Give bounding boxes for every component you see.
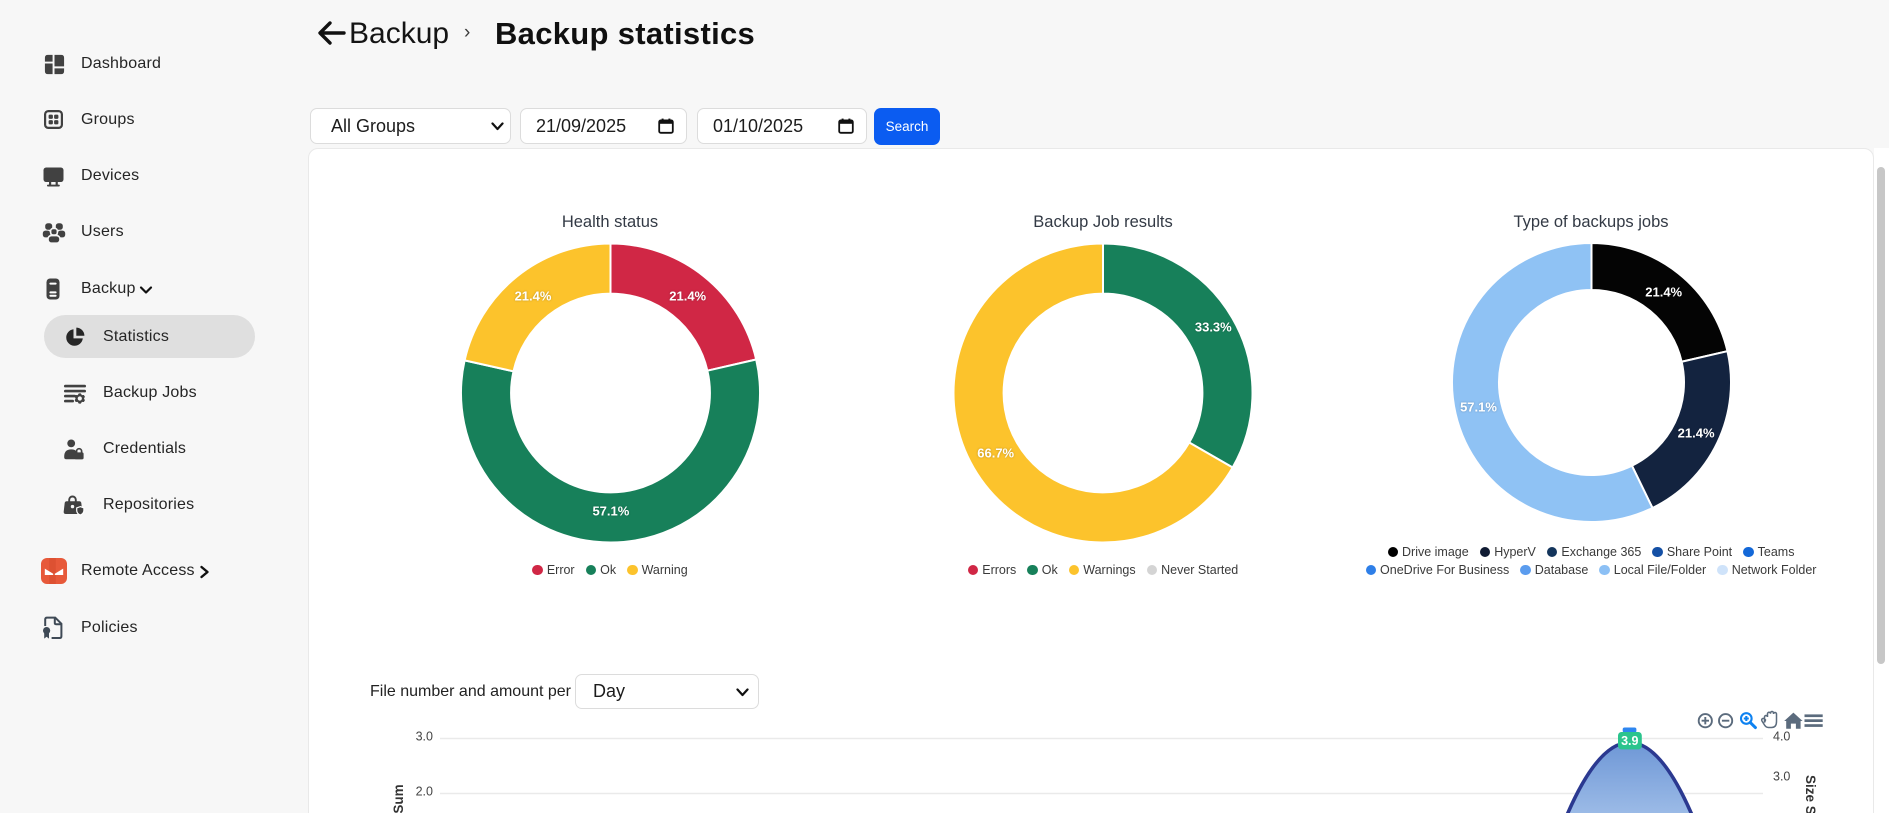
svg-text:2.0: 2.0: [416, 785, 433, 799]
svg-text:Sum: Sum: [391, 784, 406, 813]
svg-text:3.0: 3.0: [416, 730, 433, 744]
svg-text:Size S: Size S: [1803, 775, 1818, 813]
svg-text:4.0: 4.0: [1773, 730, 1790, 744]
svg-text:3.0: 3.0: [1773, 770, 1790, 784]
svg-text:3.9: 3.9: [1621, 734, 1638, 748]
